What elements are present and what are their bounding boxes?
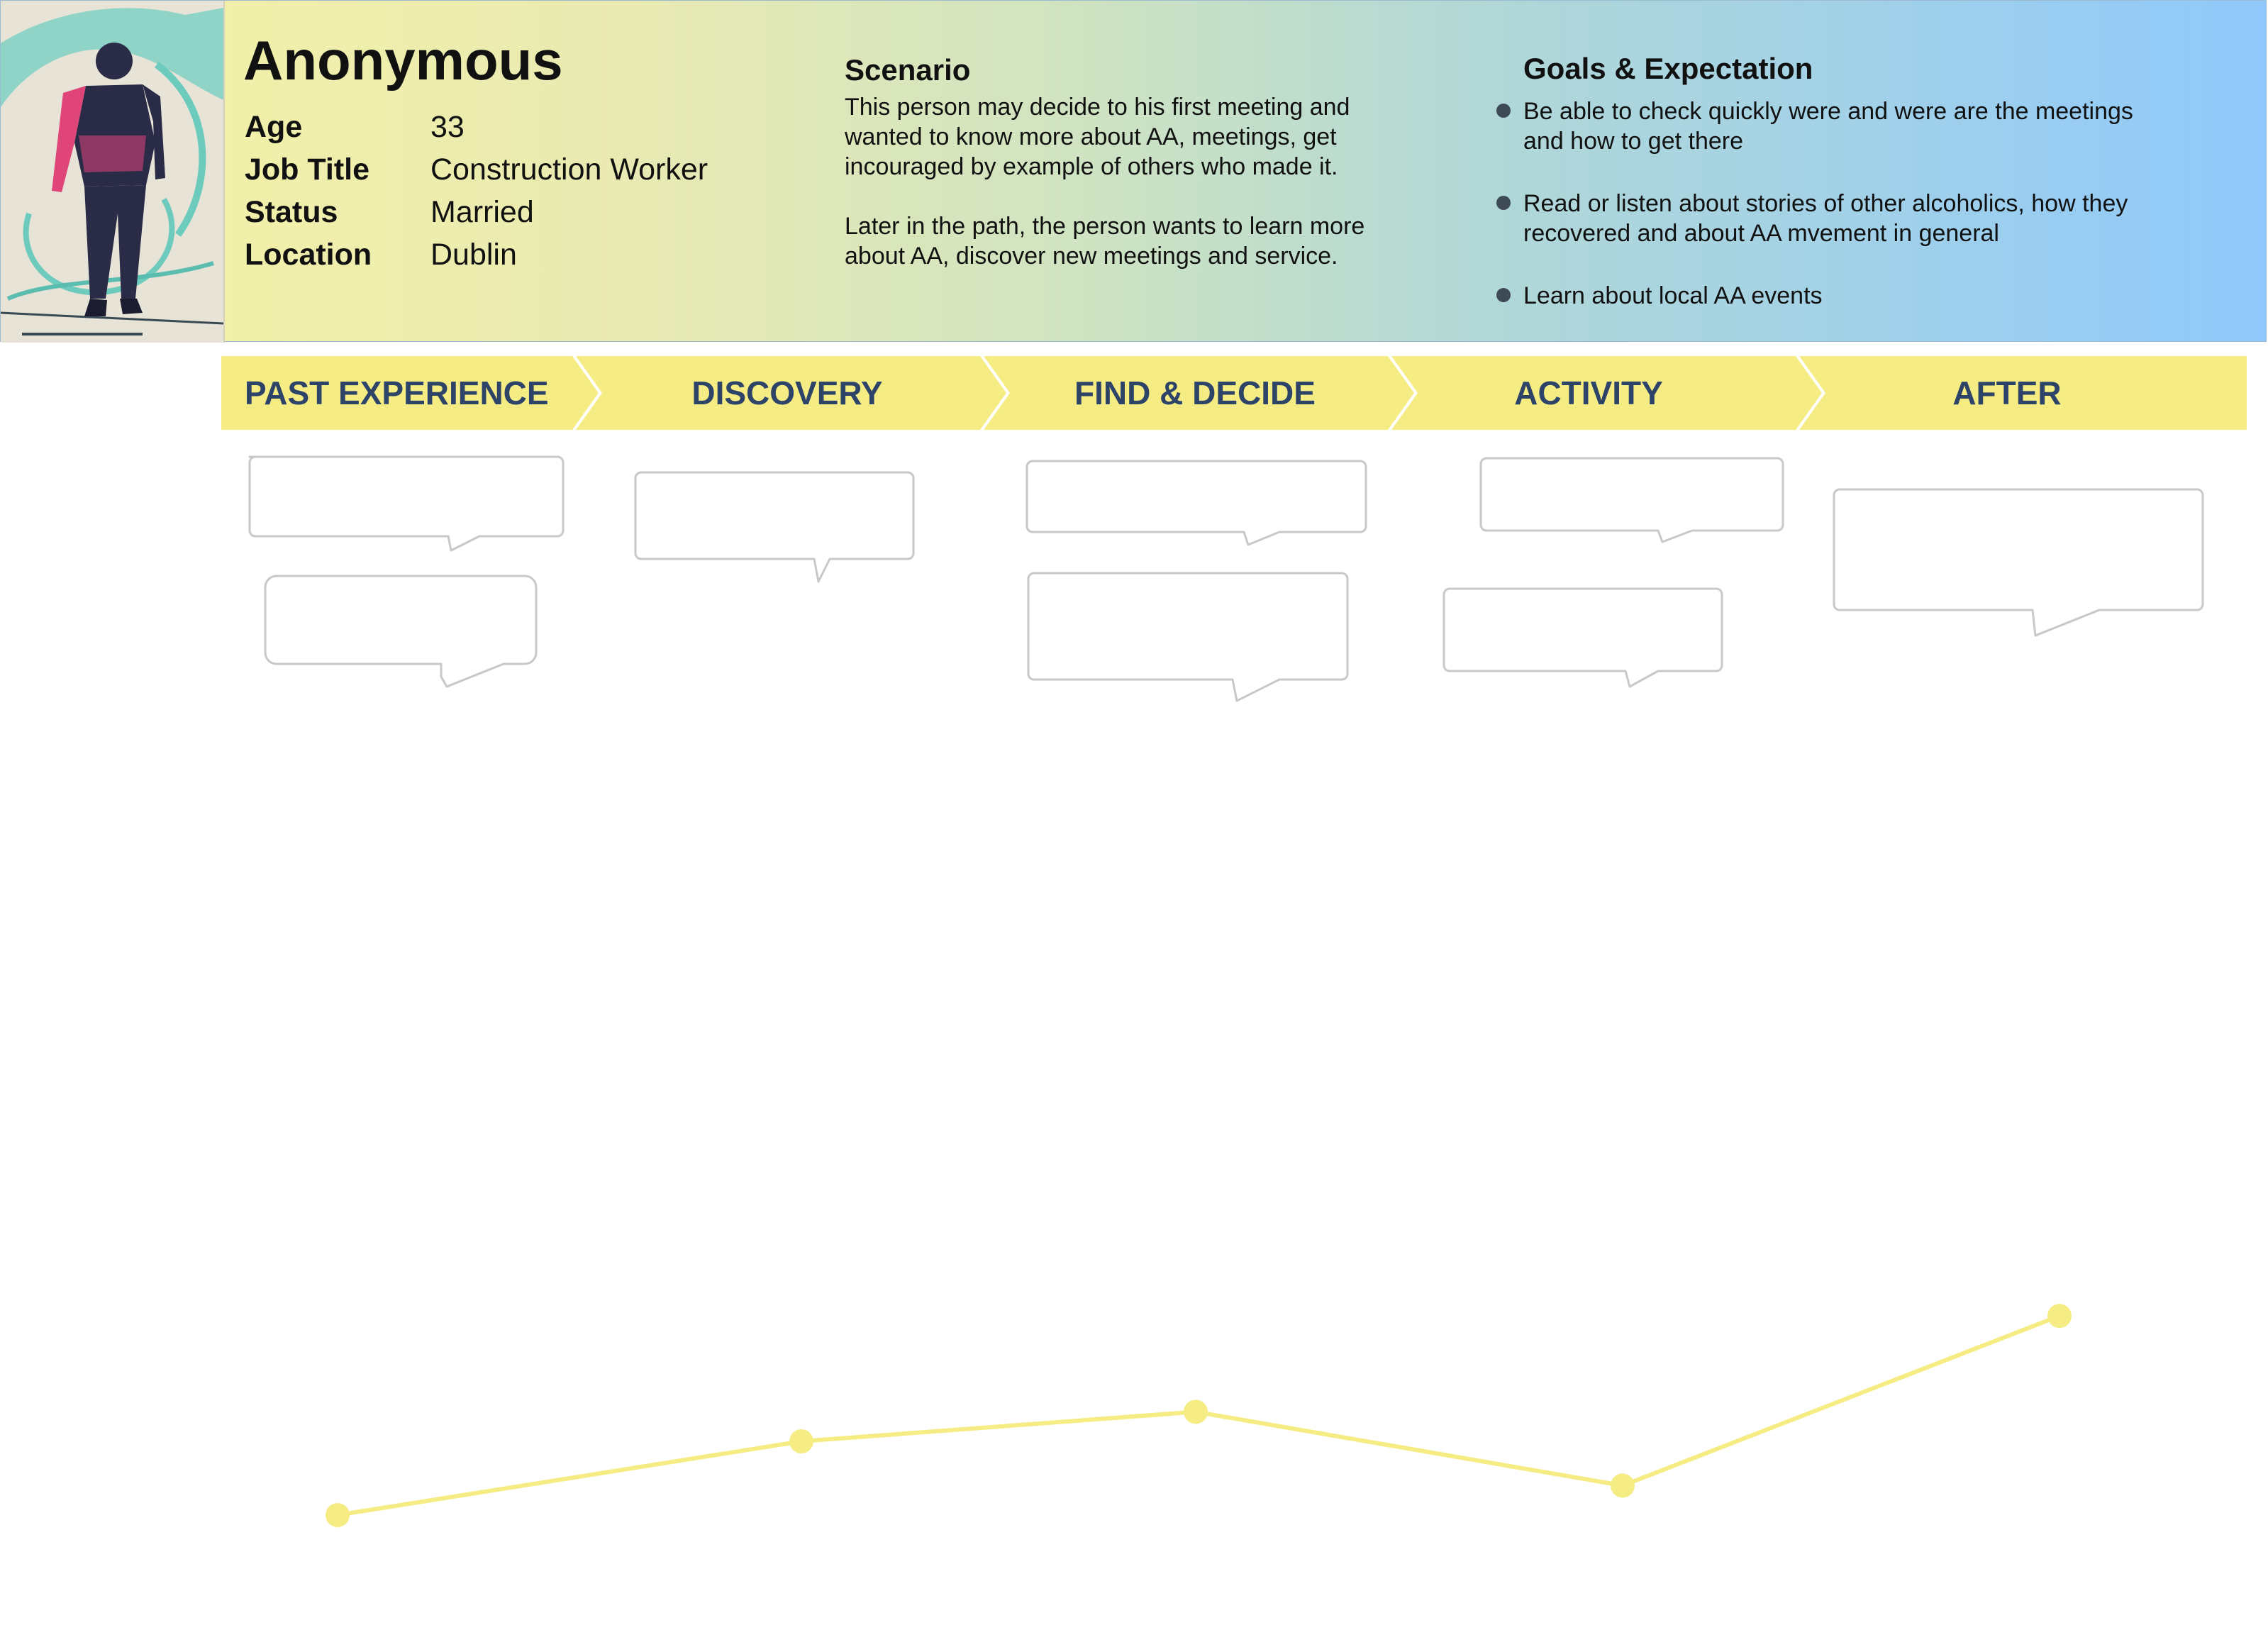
field-label: Age	[245, 110, 303, 144]
journey-point-5	[2047, 1304, 2072, 1329]
speech-bubble	[264, 575, 538, 688]
goal-item: Read or listen about stories of other al…	[1523, 190, 2128, 247]
bullet-icon	[1496, 196, 1511, 210]
persona-name: Anonymous	[243, 29, 563, 92]
scenario-paragraph: This person may decide to his first meet…	[845, 94, 1350, 180]
stage-chevron	[221, 356, 599, 430]
speech-bubble	[634, 471, 915, 583]
stage-chevron	[984, 356, 1414, 430]
goals-heading: Goals & Expectation	[1523, 52, 1813, 85]
goal-item: Learn about local AA events	[1523, 282, 1823, 309]
stage-label-discovery: DISCOVERY	[691, 375, 883, 411]
field-value: Dublin	[430, 238, 517, 272]
persona-field-job-title: Job Title Construction Worker	[245, 155, 708, 185]
stage-chevron	[1799, 356, 2247, 430]
speech-bubble	[1833, 488, 2204, 637]
scenario-paragraph: Later in the path, the person wants to l…	[845, 213, 1365, 270]
speech-bubble	[1027, 572, 1349, 702]
persona-header	[0, 0, 2267, 343]
persona-portrait	[1, 1, 225, 343]
speech-bubble	[1442, 587, 1723, 688]
stage-label-past-experience: PAST EXPERIENCE	[245, 375, 549, 411]
persona-field-status: Status Married	[245, 197, 534, 228]
speech-bubble	[1479, 457, 1784, 543]
person-illustration	[1, 1, 223, 343]
scenario-heading: Scenario	[845, 53, 971, 87]
stage-label-activity: ACTIVITY	[1514, 375, 1663, 411]
field-label: Job Title	[245, 153, 370, 187]
field-value: Construction Worker	[430, 153, 708, 187]
stage-label-find-decide: FIND & DECIDE	[1074, 375, 1316, 411]
speech-bubble	[248, 455, 565, 552]
stage-label-after: AFTER	[1952, 375, 2062, 411]
stage-chevron	[576, 356, 1006, 430]
journey-point-3	[1184, 1399, 1208, 1424]
note-bubbles	[248, 455, 2204, 702]
speech-bubble	[1025, 460, 1367, 546]
bullet-icon	[1496, 104, 1511, 118]
field-value: Married	[430, 195, 534, 229]
journey-point-4	[1611, 1473, 1635, 1498]
persona-field-age: Age 33	[245, 112, 465, 143]
stage-chevron	[1391, 356, 1822, 430]
persona-field-location: Location Dublin	[245, 240, 517, 270]
field-value: 33	[430, 110, 465, 144]
bullet-icon	[1496, 288, 1511, 302]
journey-point-1	[326, 1503, 350, 1527]
journey-point-2	[789, 1429, 813, 1453]
field-label: Location	[245, 238, 372, 272]
goal-item: Be able to check quickly were and were a…	[1523, 98, 2133, 155]
field-label: Status	[245, 195, 338, 229]
stage-band	[221, 356, 2247, 430]
emotion-journey-chart	[326, 1304, 2072, 1527]
